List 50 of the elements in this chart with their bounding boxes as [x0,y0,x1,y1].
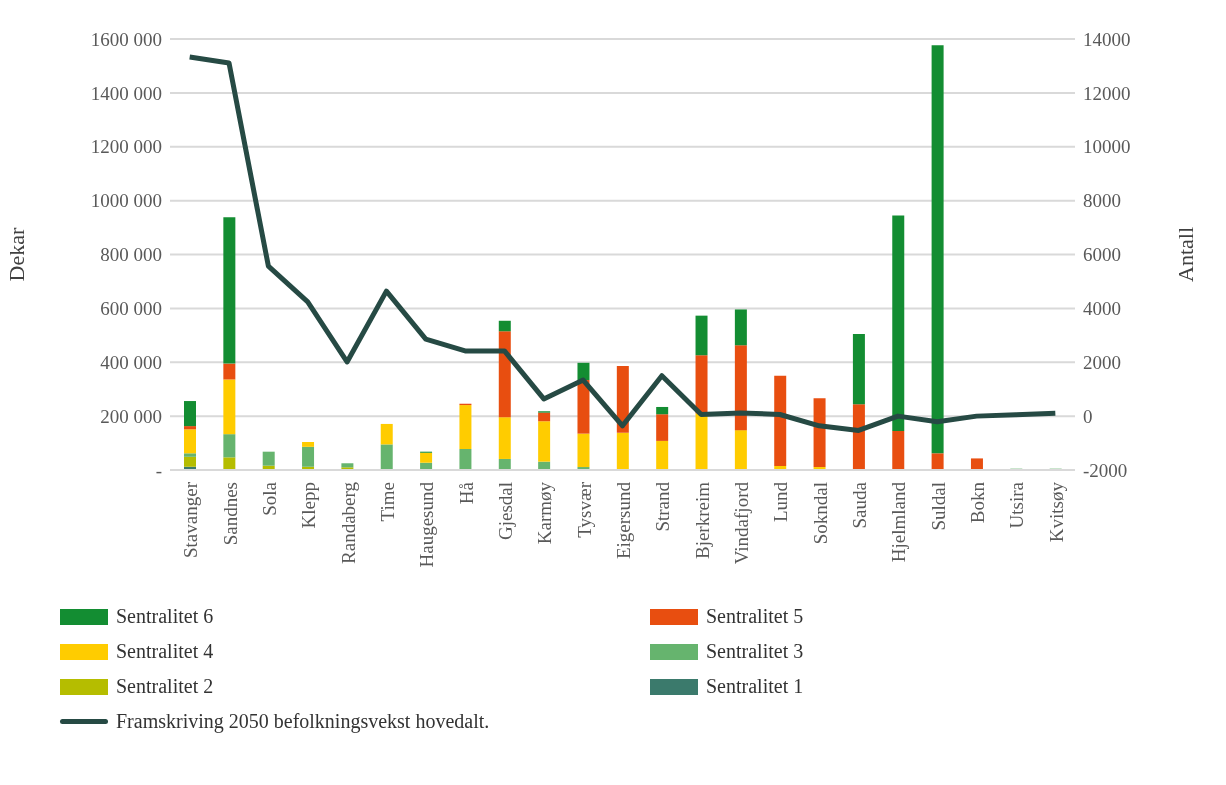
y-tick-label: 600 000 [100,298,162,320]
legend-label: Sentralitet 4 [116,640,214,663]
x-tick-label: Hå [455,481,477,505]
x-tick-label: Gjesdal [494,482,516,541]
y2-tick-label: 12000 [1083,82,1131,104]
x-tick-label: Bjerkreim [691,481,713,560]
x-tick-label: Randaberg [337,481,359,564]
x-tick-label: Eigersund [612,481,634,560]
y-axis-title: Dekar [3,226,29,282]
x-tick-label: Tysvær [573,481,595,538]
legend-label: Sentralitet 1 [706,675,804,698]
y2-tick-label: 2000 [1083,351,1121,373]
y-tick-label: 1000 000 [90,190,162,212]
x-tick-label: Sauda [849,481,871,529]
legend-label: Framskriving 2050 befolkningsvekst hovedalt. [116,710,490,733]
x-tick-label: Stavanger [180,481,202,558]
x-tick-label: Time [376,482,398,522]
y2-tick-label: 4000 [1083,298,1121,320]
y-tick-label: 200 000 [100,405,162,427]
y2-tick-label: 0 [1083,405,1093,427]
x-tick-label: Strand [652,481,674,532]
y2-axis-title: Antall [1172,227,1198,282]
x-tick-label: Karmøy [534,481,556,545]
y2-tick-label: 8000 [1083,190,1121,212]
y-tick-label: - [155,459,162,481]
y2-tick-label: 14000 [1083,28,1131,50]
y-tick-label: 1600 000 [90,28,162,50]
x-tick-label: Utsira [1006,481,1028,529]
x-tick-label: Lund [770,481,792,523]
x-tick-label: Vindafjord [731,481,753,565]
y-tick-label: 800 000 [100,244,162,266]
x-tick-label: Sola [258,481,280,516]
x-tick-label: Haugesund [416,481,438,568]
x-tick-label: Sokndal [809,482,831,545]
y2-tick-label: 6000 [1083,244,1121,266]
legend-label: Sentralitet 6 [116,605,214,628]
y-tick-label: 1400 000 [90,82,162,104]
y2-tick-label: -2000 [1083,459,1128,481]
y-tick-label: 400 000 [100,351,162,373]
legend-label: Sentralitet 5 [706,605,804,628]
x-tick-label: Kvitsøy [1045,481,1067,543]
x-tick-label: Suldal [927,482,949,531]
legend-label: Sentralitet 3 [706,640,804,663]
x-tick-label: Hjelmland [888,481,910,563]
x-tick-label: Bokn [967,481,989,524]
y2-tick-label: 10000 [1083,136,1131,158]
legend-label: Sentralitet 2 [116,675,214,698]
x-tick-label: Klepp [298,482,320,529]
x-tick-label: Sandnes [219,482,241,546]
y-tick-label: 1200 000 [90,136,162,158]
